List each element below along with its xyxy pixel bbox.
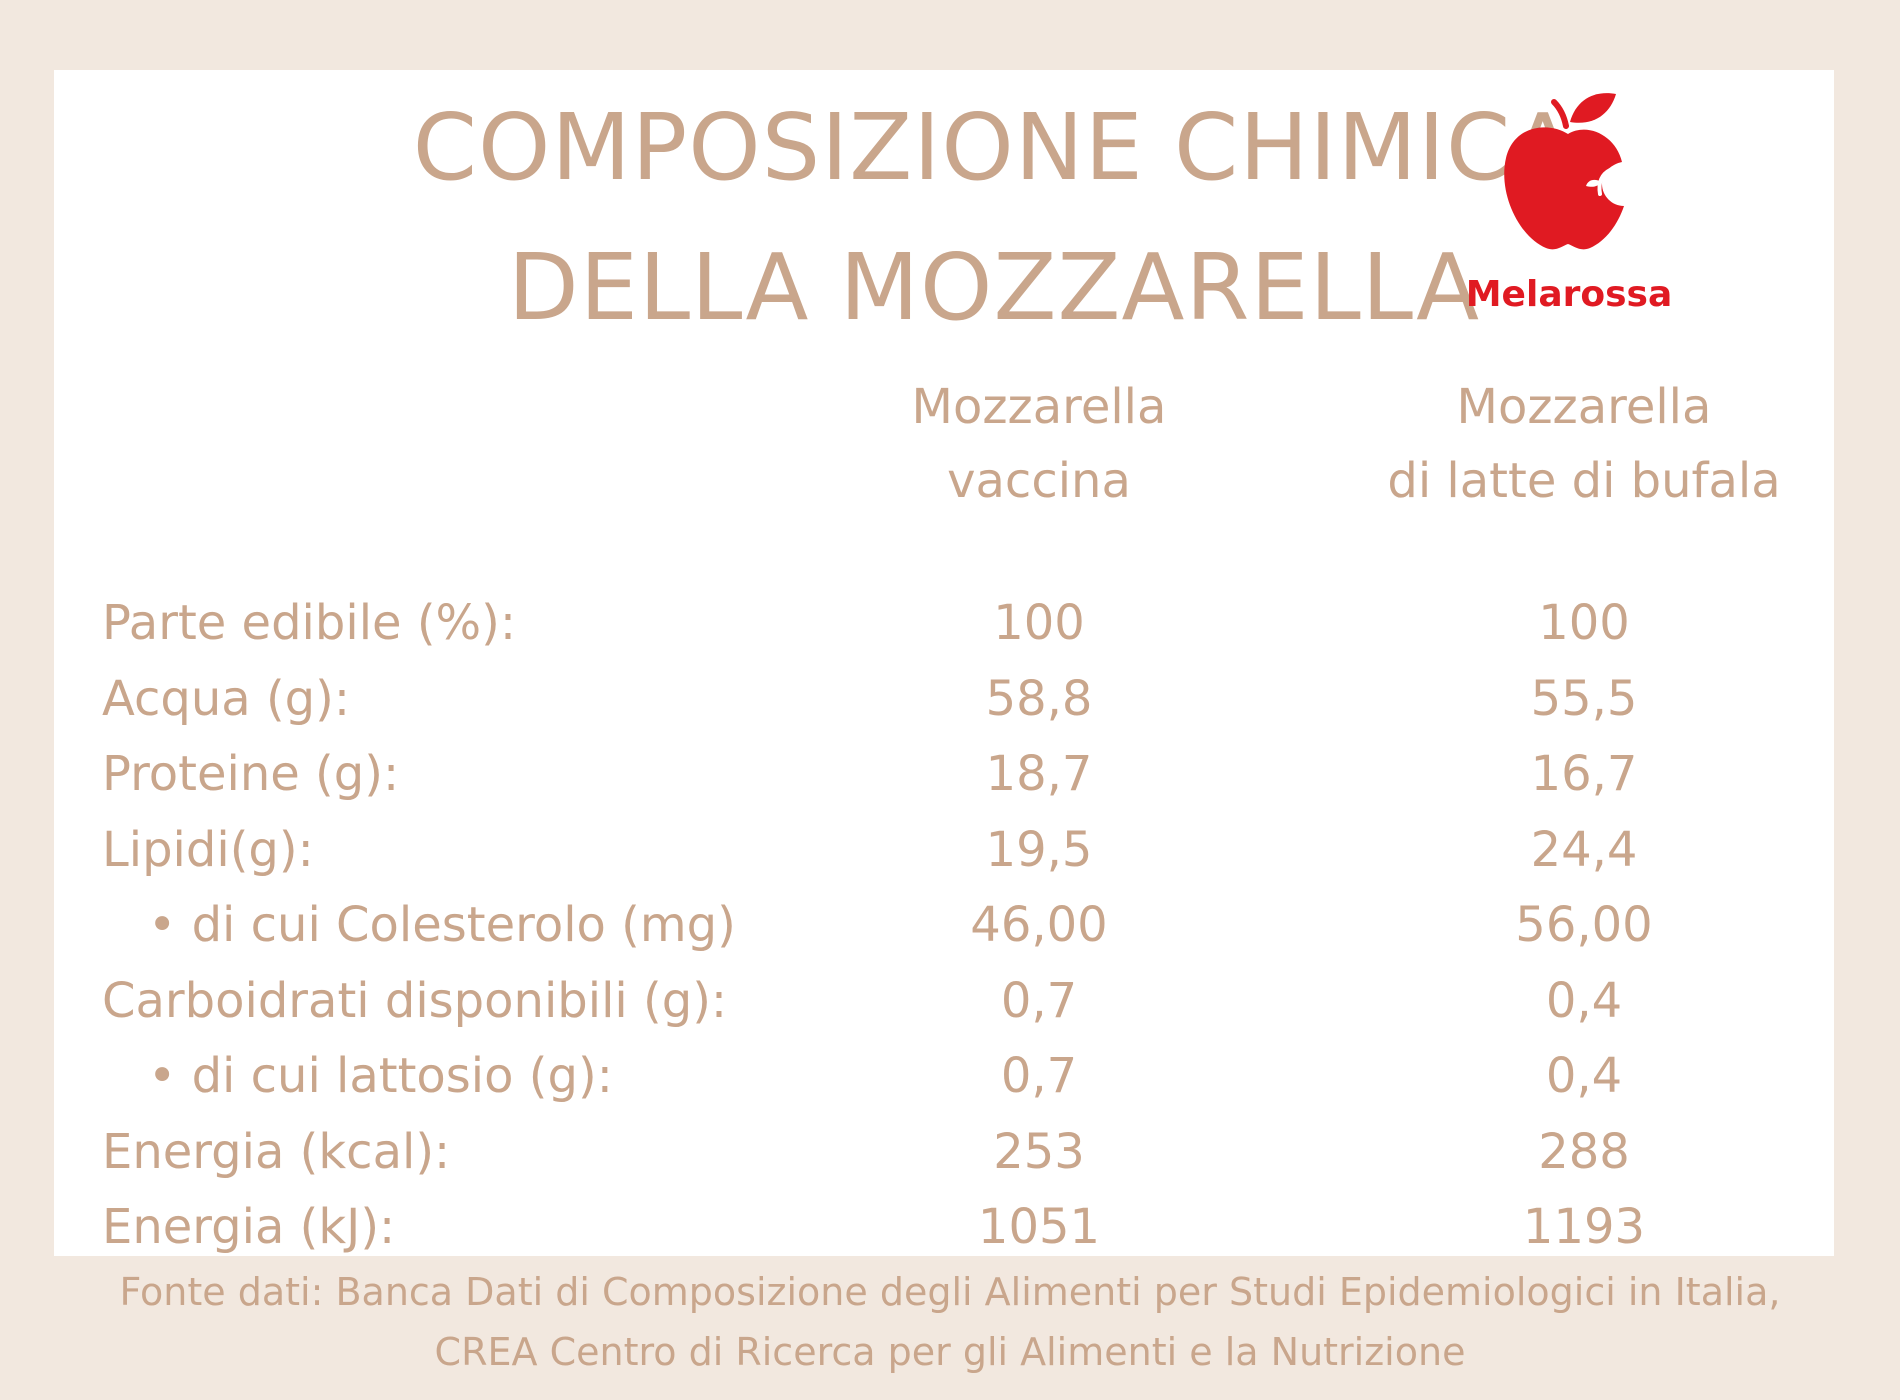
value-bufala: 0,4 <box>1545 1048 1623 1104</box>
table-row: • di cui Colesterolo (mg) 46,00 56,00 <box>54 897 1834 973</box>
column-header-vaccina: Mozzarella vaccina <box>839 370 1239 518</box>
value-vaccina: 1051 <box>977 1199 1101 1255</box>
row-label: Proteine (g): <box>102 746 400 802</box>
column-header-line: Mozzarella <box>911 379 1167 435</box>
row-label: Lipidi(g): <box>102 821 314 878</box>
value-bufala: 24,4 <box>1530 821 1638 878</box>
table-row: Carboidrati disponibili (g): 0,7 0,4 <box>54 973 1834 1049</box>
source-note: Fonte dati: Banca Dati di Composizione d… <box>0 1262 1900 1382</box>
table-row: Lipidi(g): 19,5 24,4 <box>54 822 1834 898</box>
value-vaccina: 0,7 <box>1000 972 1078 1029</box>
value-bufala: 288 <box>1538 1123 1630 1180</box>
row-label: Acqua (g): <box>102 670 351 727</box>
row-label: Carboidrati disponibili (g): <box>102 972 728 1029</box>
table-row: Acqua (g): 58,8 55,5 <box>54 671 1834 747</box>
row-label: Parte edibile (%): <box>102 595 517 651</box>
row-label: Energia (kcal): <box>102 1123 451 1180</box>
value-vaccina: 100 <box>993 595 1085 651</box>
title-line-1: COMPOSIZIONE CHIMICA <box>412 94 1576 201</box>
table-row: Energia (kJ): 1051 1193 <box>54 1199 1834 1275</box>
value-bufala: 100 <box>1538 595 1630 651</box>
brand-logo: Melarossa <box>1464 86 1674 336</box>
title-line-2: DELLA MOZZARELLA <box>507 234 1481 341</box>
value-bufala: 0,4 <box>1545 972 1623 1029</box>
table-row: Proteine (g): 18,7 16,7 <box>54 746 1834 822</box>
column-header-line: Mozzarella <box>1456 379 1712 435</box>
row-label: Energia (kJ): <box>102 1199 396 1255</box>
table-row: Energia (kcal): 253 288 <box>54 1124 1834 1200</box>
table-row: Parte edibile (%): 100 100 <box>54 595 1834 671</box>
row-label: • di cui lattosio (g): <box>148 1048 613 1104</box>
value-bufala: 55,5 <box>1530 670 1638 727</box>
nutrition-table: Parte edibile (%): 100 100 Acqua (g): 58… <box>54 595 1834 1275</box>
table-row: • di cui lattosio (g): 0,7 0,4 <box>54 1048 1834 1124</box>
column-header-line: di latte di bufala <box>1387 453 1781 509</box>
value-bufala: 56,00 <box>1515 897 1653 953</box>
value-vaccina: 19,5 <box>985 821 1093 878</box>
nutrition-card: COMPOSIZIONE CHIMICA DELLA MOZZARELLA Me… <box>54 70 1834 1256</box>
value-bufala: 1193 <box>1522 1199 1646 1255</box>
value-vaccina: 253 <box>993 1123 1085 1180</box>
value-vaccina: 46,00 <box>970 897 1108 953</box>
value-vaccina: 58,8 <box>985 670 1093 727</box>
column-header-line: vaccina <box>947 453 1131 509</box>
value-vaccina: 0,7 <box>1000 1048 1078 1104</box>
source-line-2: CREA Centro di Ricerca per gli Alimenti … <box>434 1330 1466 1374</box>
page-title: COMPOSIZIONE CHIMICA DELLA MOZZARELLA <box>54 78 1900 358</box>
column-header-bufala: Mozzarella di latte di bufala <box>1304 370 1864 518</box>
brand-name: Melarossa <box>1465 274 1673 315</box>
value-bufala: 16,7 <box>1530 746 1638 802</box>
row-label: • di cui Colesterolo (mg) <box>148 897 736 953</box>
apple-icon <box>1504 93 1624 250</box>
value-vaccina: 18,7 <box>985 746 1093 802</box>
source-line-1: Fonte dati: Banca Dati di Composizione d… <box>119 1270 1781 1314</box>
